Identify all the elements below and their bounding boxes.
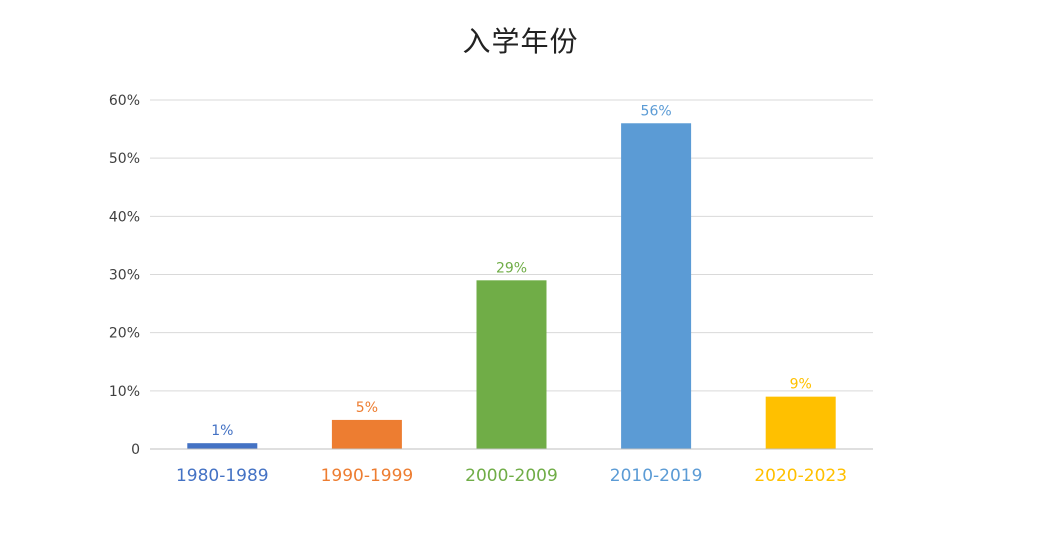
bar [187, 443, 258, 449]
data-label: 1% [211, 423, 233, 439]
bars [187, 123, 836, 450]
y-tick-label: 60% [109, 93, 140, 109]
x-tick-label: 2020-2023 [754, 466, 847, 486]
bar [621, 123, 692, 450]
x-tick-label: 2010-2019 [610, 466, 703, 486]
bar [331, 419, 402, 449]
data-label: 9% [790, 377, 812, 393]
chart-title: 入学年份 [462, 25, 579, 58]
y-tick-label: 10% [109, 384, 140, 400]
bar [765, 396, 836, 449]
y-tick-label: 40% [109, 209, 140, 225]
x-tick-label: 1990-1999 [321, 466, 414, 486]
bar [476, 280, 547, 449]
x-tick-label: 1980-1989 [176, 466, 269, 486]
data-label: 56% [641, 103, 672, 119]
data-label: 5% [356, 400, 378, 416]
y-tick-label: 0 [131, 442, 140, 458]
y-tick-label: 50% [109, 151, 140, 167]
y-axis-ticks: 0 10% 20% 30% 40% 50% 60% [109, 93, 140, 458]
data-label: 29% [496, 260, 527, 276]
x-axis-ticks: 1980-1989 1990-1999 2000-2009 2010-2019 2020… [176, 466, 847, 486]
y-tick-label: 20% [109, 326, 140, 342]
y-tick-label: 30% [109, 268, 140, 284]
data-labels: 1% 5% 29% 56% 9% [211, 103, 812, 439]
x-tick-label: 2000-2009 [465, 466, 558, 486]
